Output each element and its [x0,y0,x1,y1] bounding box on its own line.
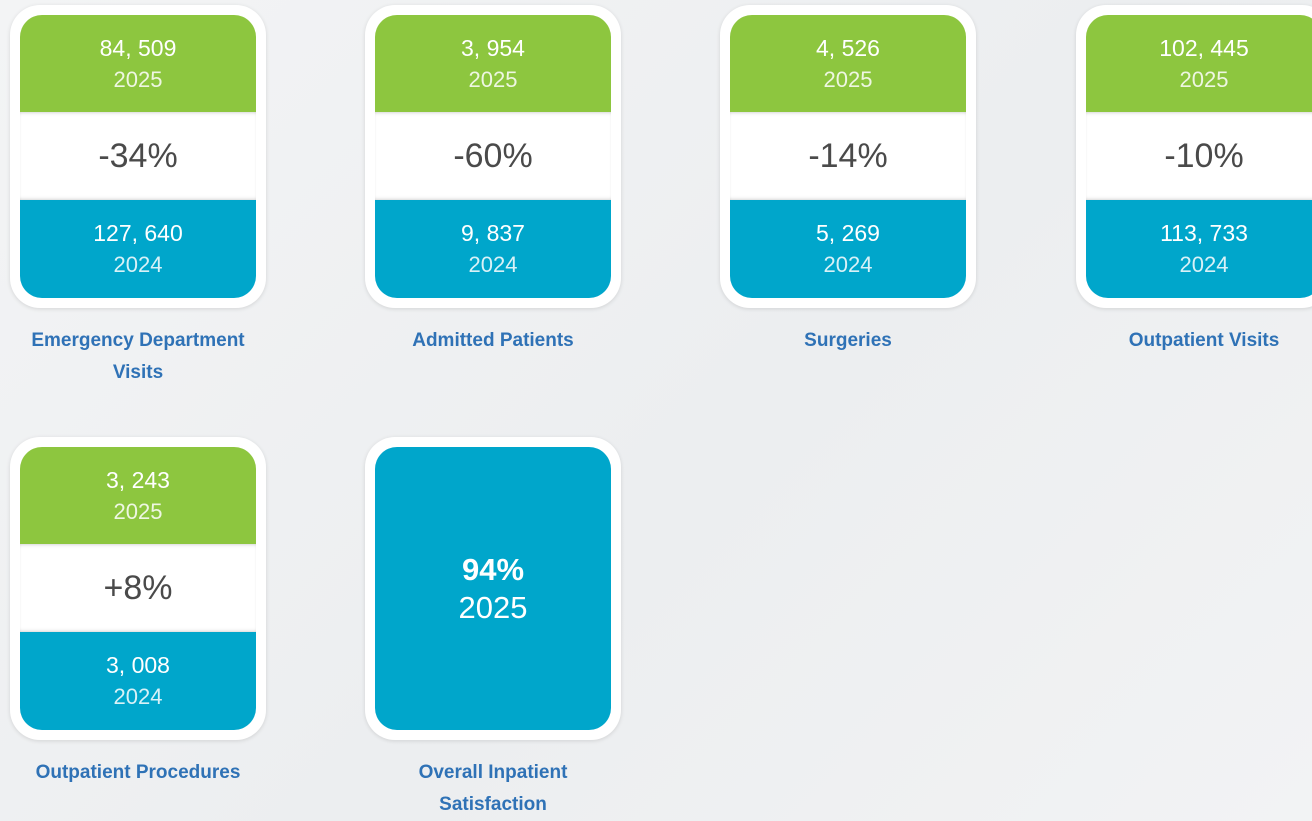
current-year: 2025 [1179,66,1229,92]
change: +8% [103,568,173,607]
previous-year: 2024 [113,684,163,709]
card-body: 3, 243 2025 +8% 3, 008 2024 [20,447,256,730]
change-section: -14% [730,112,966,200]
stat-card: 102, 445 2025 -10% 113, 733 2024 [1076,5,1312,308]
change: -10% [1164,136,1244,175]
current-year: 2025 [113,66,163,92]
current-year: 2025 [458,589,528,625]
current-section: 84, 509 2025 [20,15,256,112]
change-section: -10% [1086,112,1312,200]
stat-card: 94% 2025 [365,437,621,740]
previous-value: 9, 837 [461,220,525,246]
current-section: 3, 243 2025 [20,447,256,544]
stat-card: 3, 243 2025 +8% 3, 008 2024 [10,437,266,740]
previous-value: 3, 008 [106,652,170,678]
previous-value: 5, 269 [816,220,880,246]
card-label: Admitted Patients [412,330,574,351]
change-section: -60% [375,112,611,200]
change: -34% [98,136,178,175]
value-section: 94% 2025 [375,447,611,730]
previous-section: 9, 837 2024 [375,200,611,298]
card-body: 84, 509 2025 -34% 127, 640 2024 [20,15,256,298]
previous-section: 3, 008 2024 [20,632,256,730]
current-section: 102, 445 2025 [1086,15,1312,112]
previous-section: 5, 269 2024 [730,200,966,298]
current-year: 2025 [823,66,873,92]
change-section: -34% [20,112,256,200]
current-value: 3, 243 [106,466,170,493]
previous-section: 127, 640 2024 [20,200,256,298]
card-label: Outpatient Procedures [35,762,241,783]
card-body: 4, 526 2025 -14% 5, 269 2024 [730,15,966,298]
previous-year: 2024 [113,252,163,277]
current-value: 3, 954 [461,34,525,61]
current-section: 3, 954 2025 [375,15,611,112]
current-year: 2025 [113,498,163,524]
current-section: 4, 526 2025 [730,15,966,112]
current-year: 2025 [468,66,518,92]
current-value: 102, 445 [1159,34,1249,61]
card-label: Emergency Department Visits [31,330,245,383]
change: -60% [453,136,533,175]
previous-year: 2024 [468,252,518,277]
card-label: Surgeries [804,330,892,351]
current-value: 84, 509 [99,34,177,61]
previous-value: 113, 733 [1160,220,1248,246]
stat-card: 84, 509 2025 -34% 127, 640 2024 [10,5,266,308]
previous-year: 2024 [823,252,873,277]
card-body: 94% 2025 [375,447,611,730]
change: -14% [808,136,888,175]
current-value: 4, 526 [816,34,880,61]
change-section: +8% [20,544,256,632]
card-body: 102, 445 2025 -10% 113, 733 2024 [1086,15,1312,298]
previous-value: 127, 640 [93,220,183,246]
card-label: Overall Inpatient Satisfaction [418,762,568,815]
current-value: 94% [461,551,525,587]
stat-card: 3, 954 2025 -60% 9, 837 2024 [365,5,621,308]
card-body: 3, 954 2025 -60% 9, 837 2024 [375,15,611,298]
card-label: Outpatient Visits [1128,330,1280,351]
previous-year: 2024 [1179,252,1229,277]
stat-card: 4, 526 2025 -14% 5, 269 2024 [720,5,976,308]
previous-section: 113, 733 2024 [1086,200,1312,298]
